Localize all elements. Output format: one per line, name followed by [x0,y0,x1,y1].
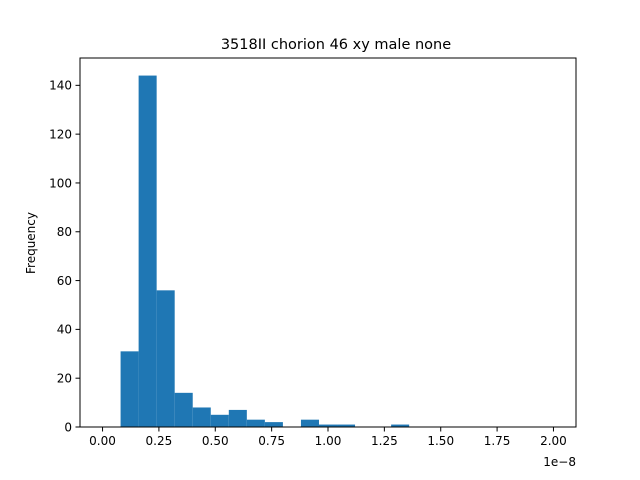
histogram-bar-0 [120,351,139,427]
histogram-bar-9 [300,419,319,427]
x-tick-label: 1.75 [484,434,511,448]
x-axis-multiplier: 1e−8 [543,455,576,469]
x-tick-label: 2.00 [540,434,567,448]
x-tick-label: 0.00 [89,434,116,448]
histogram-bar-4 [192,407,211,427]
y-axis-ticks: 0 20 40 60 80 100 120 140 [49,79,80,434]
histogram-bar-5 [210,414,229,427]
y-tick-label: 120 [49,127,72,141]
y-tick-label: 40 [57,323,72,337]
histogram-bar-3 [174,392,193,427]
x-tick-label: 1.25 [371,434,398,448]
y-tick-label: 140 [49,79,72,93]
plot-frame [79,57,577,428]
x-tick-label: 1.00 [315,434,342,448]
chart-title: 3518II chorion 46 xy male none [221,37,451,53]
x-tick-label: 0.25 [146,434,173,448]
histogram-bar-6 [228,409,247,427]
y-tick-label: 100 [49,176,72,190]
histogram-bar-12 [391,424,410,427]
x-axis-ticks: 0.00 0.25 0.50 0.75 1.00 1.25 1.50 1.75 2.00 [89,427,567,448]
histogram-bars [120,75,410,428]
y-tick-label: 0 [64,420,72,434]
histogram-bar-7 [246,419,265,427]
histogram-bar-1 [138,75,157,428]
histogram-bar-8 [264,422,283,427]
y-tick-label: 80 [57,225,72,239]
y-tick-label: 60 [57,274,72,288]
histogram-bar-2 [156,290,175,427]
x-tick-label: 1.50 [427,434,454,448]
x-tick-label: 0.50 [202,434,229,448]
y-tick-label: 20 [57,371,72,385]
histogram-bar-10 [318,424,338,427]
x-tick-label: 0.75 [258,434,285,448]
histogram-bar-11 [337,424,356,427]
y-axis-label: Frequency [24,212,38,274]
